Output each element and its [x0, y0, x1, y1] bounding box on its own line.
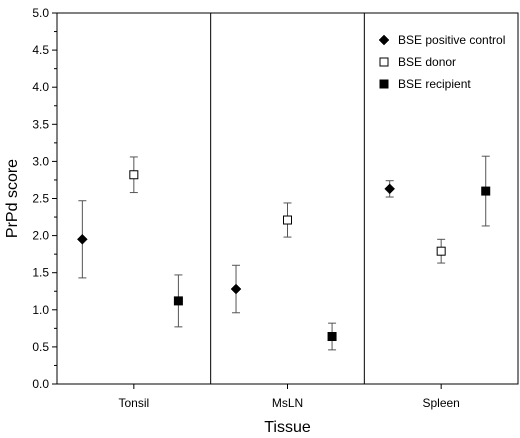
x-tick-label: MsLN [272, 396, 303, 410]
y-axis: 0.0 0.5 1.0 1.5 2.0 2.5 3.0 3.5 4.0 4.5 5.0 [32, 6, 57, 391]
data-point [173, 296, 183, 306]
y-tick-label: 0.5 [32, 340, 49, 354]
data-point [384, 183, 396, 195]
data-point-group [230, 264, 242, 314]
data-point-group [77, 200, 88, 279]
legend-label: BSE positive control [398, 33, 505, 47]
data-point [283, 215, 292, 225]
x-tick-label: Tonsil [118, 396, 149, 410]
x-axis: Tonsil MsLN Spleen [118, 384, 460, 410]
y-tick-label: 1.5 [32, 266, 49, 280]
y-tick-label: 5.0 [32, 6, 49, 20]
legend-label: BSE donor [398, 55, 456, 69]
data-point [77, 233, 88, 245]
legend-marker [379, 79, 389, 89]
x-tick-label: Spleen [422, 396, 459, 410]
y-tick-label: 2.0 [32, 229, 49, 243]
data-point-group [173, 274, 183, 328]
data-point [327, 332, 337, 342]
category-separators [210, 13, 365, 384]
data-point-group [481, 155, 491, 227]
legend-marker [379, 57, 389, 67]
legend: BSE positive control BSE donor BSE recipie… [378, 33, 505, 91]
data-point [481, 186, 491, 196]
y-axis-title: PrPd score [4, 159, 21, 238]
data-point-group [384, 180, 396, 198]
data-marks [77, 155, 491, 351]
x-axis-title: Tissue [264, 419, 311, 436]
y-tick-label: 4.0 [32, 80, 49, 94]
data-point-group [283, 202, 292, 238]
data-point [129, 170, 139, 180]
legend-marker [378, 34, 390, 46]
legend-label: BSE recipient [398, 77, 471, 91]
data-point [230, 283, 242, 295]
y-tick-label: 3.5 [32, 117, 49, 131]
y-tick-label: 3.0 [32, 154, 49, 168]
data-point [436, 246, 446, 256]
data-point-group [436, 238, 446, 264]
y-tick-label: 0.0 [32, 377, 49, 391]
data-point-group [129, 156, 139, 194]
y-tick-label: 2.5 [32, 192, 49, 206]
y-tick-label: 4.5 [32, 43, 49, 57]
data-point-group [327, 322, 337, 351]
y-tick-label: 1.0 [32, 303, 49, 317]
